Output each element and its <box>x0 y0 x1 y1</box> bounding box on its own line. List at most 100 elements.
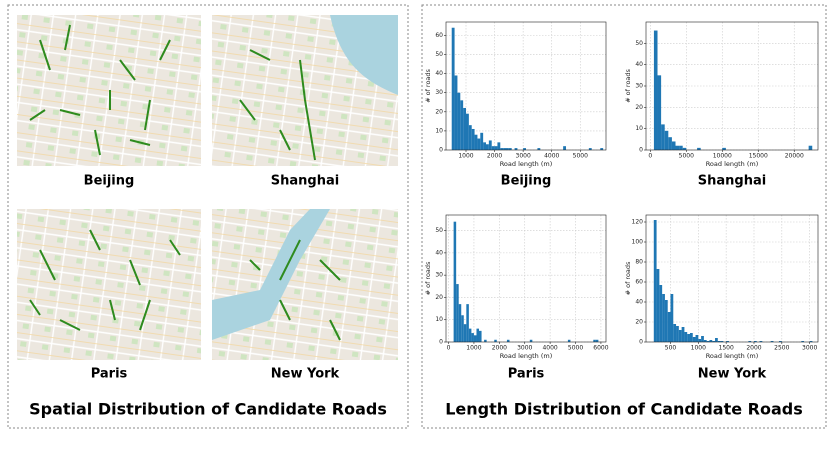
x-tick-label: 4000 <box>544 153 559 160</box>
bar <box>491 146 495 150</box>
bar <box>474 134 478 150</box>
x-tick-label: 5000 <box>568 345 583 352</box>
bar <box>656 269 660 342</box>
right-panel-border <box>421 4 827 429</box>
bar <box>483 142 486 150</box>
y-tick-label: 0 <box>639 147 643 154</box>
bar <box>480 132 484 150</box>
y-tick-label: 20 <box>635 104 643 111</box>
bar <box>563 146 566 150</box>
x-tick-label: 3000 <box>802 345 817 352</box>
bar <box>593 339 596 342</box>
y-tick-label: 40 <box>435 249 443 256</box>
y-tick-label: 10 <box>435 316 443 323</box>
bar <box>662 294 665 342</box>
bar <box>514 148 518 150</box>
y-tick-label: 100 <box>632 239 644 246</box>
bar <box>671 141 676 150</box>
chart-title: Paris <box>508 367 545 382</box>
bar <box>698 339 702 342</box>
y-tick-label: 20 <box>435 108 443 115</box>
bar <box>779 341 782 342</box>
bar <box>466 304 469 342</box>
y-tick-label: 30 <box>635 83 643 90</box>
map-label: Beijing <box>84 174 135 189</box>
bar <box>461 315 464 342</box>
y-tick-label: 50 <box>435 51 443 58</box>
x-tick-label: 5000 <box>573 153 588 160</box>
plot-frame <box>645 214 819 343</box>
bar <box>801 341 805 342</box>
bar <box>703 340 707 342</box>
bar <box>508 148 512 150</box>
bar <box>588 148 592 150</box>
bar <box>722 147 726 150</box>
y-tick-label: 50 <box>435 227 443 234</box>
bar <box>720 341 724 342</box>
x-tick-label: 4000 <box>542 345 557 352</box>
x-tick-label: 1500 <box>719 345 734 352</box>
x-tick-label: 15000 <box>749 153 768 160</box>
map-new-york <box>212 209 398 360</box>
y-tick-label: 0 <box>639 339 643 346</box>
bar <box>468 125 472 150</box>
bar <box>661 124 665 150</box>
y-tick-label: 120 <box>632 219 644 226</box>
y-axis-label: # of roads <box>424 68 432 102</box>
x-tick-label: 1000 <box>458 153 473 160</box>
y-tick-label: 60 <box>635 279 643 286</box>
panel-title: Length Distribution of Candidate Roads <box>445 400 803 419</box>
x-tick-label: 20000 <box>785 153 804 160</box>
y-tick-label: 20 <box>635 319 643 326</box>
x-tick-label: 2000 <box>487 153 502 160</box>
bar <box>468 328 472 342</box>
plot-frame <box>645 21 819 151</box>
bar <box>679 145 683 150</box>
map-label: Paris <box>91 367 128 382</box>
x-tick-label: 0 <box>447 345 451 352</box>
x-tick-label: 1000 <box>466 345 481 352</box>
bar <box>466 113 469 150</box>
bar <box>458 304 462 342</box>
y-tick-label: 50 <box>635 40 643 47</box>
y-tick-label: 30 <box>435 89 443 96</box>
bar <box>689 333 693 342</box>
map-shanghai <box>212 15 398 166</box>
bar <box>463 107 466 150</box>
bar <box>484 339 487 342</box>
bar <box>500 148 504 150</box>
bar <box>664 130 669 150</box>
bar <box>695 335 699 342</box>
bar <box>681 327 685 342</box>
x-tick-label: 10000 <box>713 153 732 160</box>
x-tick-label: 2500 <box>774 345 789 352</box>
bar <box>537 148 541 150</box>
bar <box>506 148 509 150</box>
y-tick-label: 40 <box>635 61 643 68</box>
bar <box>668 137 672 150</box>
bar <box>471 128 475 150</box>
bar <box>486 144 489 150</box>
map-label: Shanghai <box>271 174 339 189</box>
map-beijing <box>17 15 201 166</box>
bar <box>653 220 657 342</box>
bar <box>453 221 457 342</box>
bar <box>456 284 459 342</box>
x-axis-label: Road length (m) <box>706 352 759 360</box>
y-axis-label: # of roads <box>624 68 632 102</box>
y-tick-label: 0 <box>439 339 443 346</box>
bar <box>717 341 721 342</box>
bar <box>659 285 663 342</box>
y-axis-label: # of roads <box>624 261 632 295</box>
bar <box>595 339 599 342</box>
bar <box>715 338 718 342</box>
y-tick-label: 40 <box>635 299 643 306</box>
y-tick-label: 0 <box>439 147 443 154</box>
bar <box>657 75 662 150</box>
bar <box>709 340 713 342</box>
bar <box>673 324 677 342</box>
bar <box>676 326 679 342</box>
bar <box>687 334 690 342</box>
map-paris <box>17 209 201 360</box>
